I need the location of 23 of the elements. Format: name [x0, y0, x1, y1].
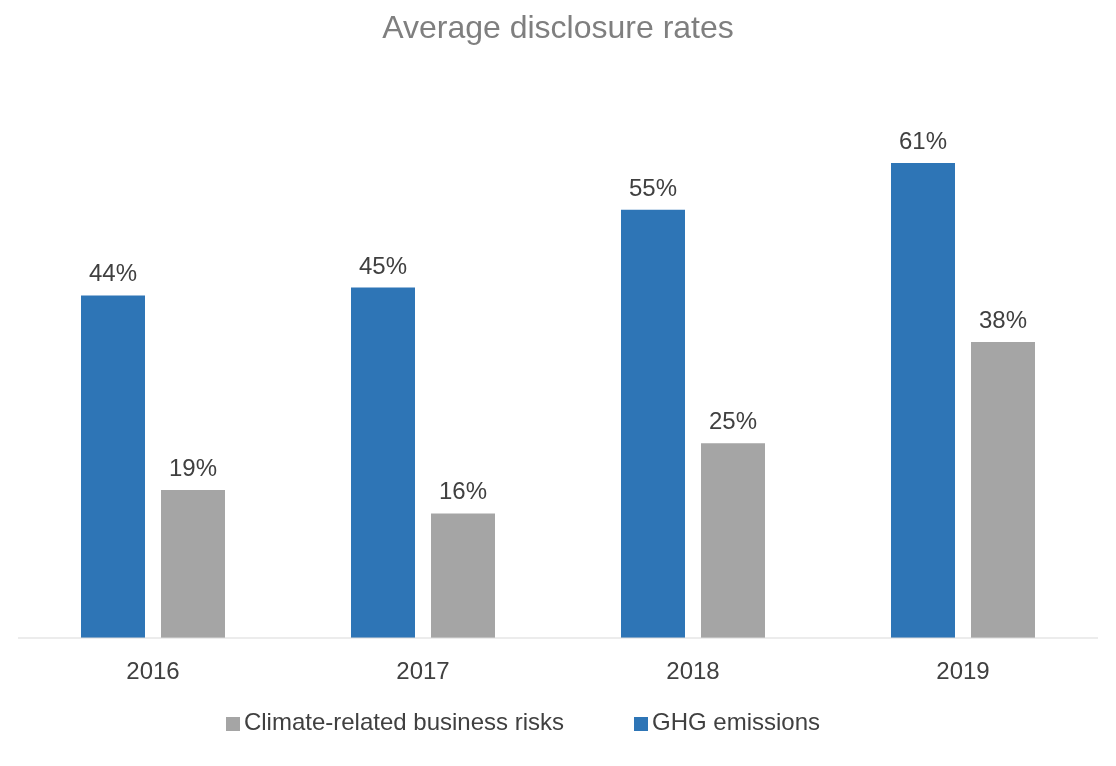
data-label: 61% — [898, 127, 948, 154]
bar — [161, 490, 225, 638]
bar — [621, 209, 685, 638]
data-label: 19% — [168, 454, 218, 482]
data-label: 16% — [438, 477, 488, 505]
x-tick-label: 2018 — [666, 657, 720, 685]
data-label: 25% — [708, 407, 758, 435]
bar — [431, 513, 495, 638]
data-label: 55% — [628, 173, 678, 201]
data-label: 38% — [978, 306, 1028, 334]
x-tick-label: 2019 — [936, 657, 990, 685]
bar — [971, 342, 1035, 638]
data-label: 45% — [358, 251, 408, 279]
bar — [701, 443, 765, 638]
legend-label: Climate-related business risks — [243, 708, 565, 735]
x-tick-label: 2016 — [126, 657, 180, 685]
bar — [891, 163, 955, 638]
x-tick-label: 2017 — [396, 657, 450, 685]
bar — [351, 287, 415, 638]
bar — [81, 295, 145, 638]
chart-title: Average disclosure rates — [381, 8, 735, 46]
data-label: 44% — [88, 259, 138, 287]
legend-label: GHG emissions — [652, 708, 821, 735]
